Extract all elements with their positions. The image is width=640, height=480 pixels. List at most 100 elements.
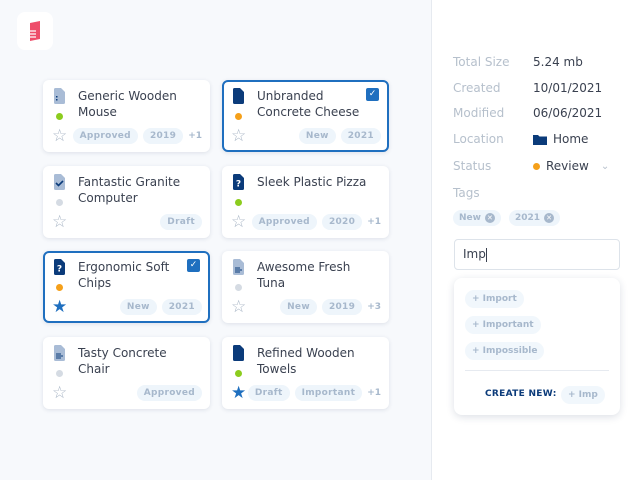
more-tags-count: +1 bbox=[367, 217, 381, 227]
label: Modified bbox=[453, 106, 505, 120]
file-title: Generic Wooden Mouse bbox=[78, 89, 177, 119]
file-card[interactable]: Tasty Concrete Chair ☆ Approved bbox=[43, 337, 210, 409]
file-dark-icon bbox=[233, 88, 244, 104]
tag-chip: New bbox=[298, 128, 336, 144]
details-panel: Total Size 5.24 mb Created 10/01/2021 Modi… bbox=[431, 0, 640, 480]
status-value: Review bbox=[546, 159, 589, 173]
tag-label: 2021 bbox=[514, 213, 541, 223]
checkbox-checked[interactable]: ✓ bbox=[187, 259, 200, 272]
file-title: Refined Wooden Towels bbox=[257, 346, 355, 376]
tag-chip: 2021 bbox=[340, 128, 381, 144]
tag-input[interactable]: Imp bbox=[454, 239, 620, 270]
app-logo[interactable] bbox=[17, 12, 53, 50]
file-title: Sleek Plastic Pizza bbox=[257, 175, 367, 189]
chevron-down-icon: ⌄ bbox=[600, 160, 610, 172]
star-outline-icon[interactable]: ☆ bbox=[52, 126, 68, 146]
file-card[interactable]: Generic Wooden Mouse ☆ Approved 2019 +1 bbox=[43, 80, 210, 152]
tag-list: Draft Important +1 bbox=[247, 385, 381, 401]
suggestion-important[interactable]: + Important bbox=[465, 316, 541, 334]
file-title: Fantastic Granite Computer bbox=[78, 175, 181, 205]
file-card[interactable]: Unbranded Concrete Cheese ☆ ✓ New 2021 bbox=[222, 80, 389, 152]
checkbox-checked[interactable]: ✓ bbox=[366, 88, 379, 101]
status-dot bbox=[56, 199, 63, 206]
file-card[interactable]: Fantastic Granite Computer ☆ Draft bbox=[43, 166, 210, 238]
tag-chip: Draft bbox=[160, 214, 202, 230]
total-size-value: 5.24 mb bbox=[533, 55, 583, 69]
status-dot bbox=[56, 370, 63, 377]
tag-input-value: Imp bbox=[463, 247, 486, 261]
text-caret bbox=[485, 247, 487, 262]
file-dark-icon bbox=[233, 345, 244, 361]
status-dot bbox=[235, 284, 242, 291]
file-title: Unbranded Concrete Cheese bbox=[257, 89, 360, 119]
folder-icon bbox=[533, 134, 547, 145]
tag-chip: 2020 bbox=[321, 214, 363, 230]
logo-icon bbox=[30, 21, 40, 41]
remove-tag-icon[interactable]: ✕ bbox=[484, 213, 495, 223]
tag-chip: 2021 bbox=[161, 299, 202, 315]
file-card[interactable]: ? Ergonomic Soft Chips ★ ✓ New 2021 bbox=[43, 251, 210, 323]
star-outline-icon[interactable]: ☆ bbox=[231, 212, 247, 232]
file-card[interactable]: Refined Wooden Towels ★ Draft Important +1 bbox=[222, 337, 389, 409]
file-question-icon: ? bbox=[54, 259, 65, 275]
status-select[interactable]: Review ⌄ bbox=[533, 159, 609, 173]
tag-chip: Draft bbox=[247, 385, 290, 401]
tag-chip: Approved bbox=[72, 128, 138, 144]
tag-list: Draft bbox=[160, 214, 202, 230]
tag-list: Approved bbox=[136, 385, 202, 401]
status-dot bbox=[235, 199, 242, 206]
suggestion-impossible[interactable]: + Impossible bbox=[465, 342, 545, 360]
tag-chip: Approved bbox=[136, 385, 202, 401]
file-title: Tasty Concrete Chair bbox=[78, 346, 167, 376]
star-outline-icon[interactable]: ☆ bbox=[231, 297, 247, 317]
tag-list: New 2021 bbox=[119, 299, 202, 315]
label: Created bbox=[453, 81, 501, 95]
tag-chip: 2019 bbox=[321, 299, 363, 315]
status-dot bbox=[56, 284, 63, 291]
status-dot bbox=[56, 113, 63, 120]
star-outline-icon[interactable]: ☆ bbox=[52, 212, 68, 232]
file-lines-icon bbox=[54, 345, 65, 361]
tag-chip: 2021 ✕ bbox=[508, 210, 561, 226]
file-card[interactable]: Awesome Fresh Tuna ☆ New 2019 +3 bbox=[222, 251, 389, 323]
file-card[interactable]: ? Sleek Plastic Pizza ☆ Approved 2020 +1 bbox=[222, 166, 389, 238]
label: Status bbox=[453, 159, 492, 173]
tag-chip: New ✕ bbox=[453, 210, 501, 226]
create-new-tag-button[interactable]: + Imp bbox=[561, 386, 605, 404]
file-check-icon bbox=[54, 174, 65, 190]
remove-tag-icon[interactable]: ✕ bbox=[544, 213, 555, 223]
tag-chip: New bbox=[280, 299, 317, 315]
suggestion-import[interactable]: + Import bbox=[465, 290, 524, 308]
create-new-label: CREATE NEW: bbox=[485, 389, 557, 399]
more-tags-count: +3 bbox=[367, 302, 381, 312]
label: Tags bbox=[453, 186, 480, 200]
label: Total Size bbox=[453, 55, 510, 69]
status-dot bbox=[235, 370, 242, 377]
status-dot bbox=[533, 162, 540, 170]
file-lines-icon bbox=[233, 259, 244, 275]
star-outline-icon[interactable]: ☆ bbox=[231, 126, 247, 146]
modified-value: 06/06/2021 bbox=[533, 106, 603, 120]
location-value: Home bbox=[553, 132, 589, 146]
tag-list: New 2021 bbox=[298, 128, 381, 144]
tag-list: New 2019 +3 bbox=[280, 299, 381, 315]
file-title: Ergonomic Soft Chips bbox=[78, 260, 170, 290]
file-title: Awesome Fresh Tuna bbox=[257, 260, 351, 290]
svg-text:?: ? bbox=[57, 265, 62, 275]
more-tags-count: +1 bbox=[367, 388, 381, 398]
star-filled-icon[interactable]: ★ bbox=[52, 297, 68, 317]
label: Location bbox=[453, 132, 504, 146]
tag-list: Approved 2019 +1 bbox=[72, 128, 202, 144]
tag-chip: Important bbox=[294, 385, 363, 401]
more-tags-count: +1 bbox=[188, 131, 202, 141]
tag-label: New bbox=[459, 213, 481, 223]
svg-text:?: ? bbox=[236, 180, 241, 190]
tag-chip: Approved bbox=[251, 214, 317, 230]
status-dot bbox=[235, 113, 242, 120]
divider bbox=[465, 370, 609, 371]
star-outline-icon[interactable]: ☆ bbox=[52, 383, 68, 403]
location-link[interactable]: Home bbox=[533, 132, 588, 146]
star-filled-icon[interactable]: ★ bbox=[231, 383, 247, 403]
tag-suggestions-dropdown: + Import + Important + Impossible CREATE… bbox=[454, 278, 620, 415]
created-value: 10/01/2021 bbox=[533, 81, 603, 95]
